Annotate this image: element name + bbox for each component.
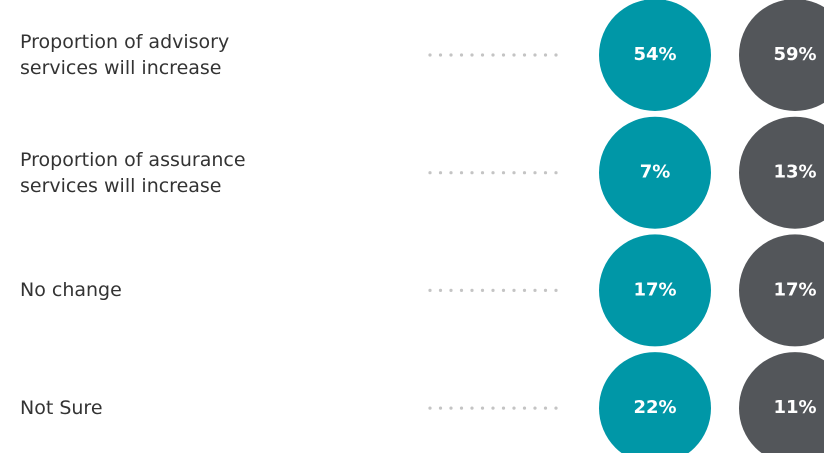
value-circle (739, 116, 824, 229)
leader-dot (491, 288, 495, 292)
leader-dot (543, 171, 548, 175)
leader-dot (501, 288, 506, 292)
leader-dot (438, 171, 443, 175)
value-circle (599, 0, 711, 111)
leader-dot (428, 288, 432, 292)
leader-dot (470, 53, 474, 57)
leader-dot (438, 53, 443, 57)
leader-dot (554, 171, 558, 175)
leader-dot (554, 406, 558, 410)
leader-dot (554, 288, 558, 292)
leader-dot (459, 171, 464, 175)
leader-dot (449, 171, 453, 175)
leader-dot (491, 171, 495, 175)
leader-dot (522, 171, 527, 175)
leader-dot (533, 171, 537, 175)
value-label: 17% (633, 279, 676, 300)
value-circle (599, 234, 711, 347)
leader-dot (459, 288, 464, 292)
leader-dot (470, 171, 474, 175)
leader-dot (438, 406, 443, 410)
leader-dot (512, 171, 516, 175)
value-circle (599, 116, 711, 229)
leader-dot (533, 406, 537, 410)
leader-dot (543, 53, 548, 57)
category-label: No change (20, 279, 122, 302)
leader-dot (428, 53, 432, 57)
leader-dot (501, 406, 506, 410)
leader-dot (480, 53, 485, 57)
leader-dot (543, 288, 548, 292)
leader-dot (449, 406, 453, 410)
leader-dot (512, 53, 516, 57)
value-label: 13% (773, 162, 816, 183)
value-circle (739, 234, 824, 347)
leader-dot (480, 171, 485, 175)
leader-dot (512, 406, 516, 410)
leader-dot (533, 288, 537, 292)
leader-dot (470, 406, 474, 410)
leader-dot (449, 53, 453, 57)
value-label: 22% (633, 397, 676, 418)
leader-dot (522, 406, 527, 410)
leader-dot (533, 53, 537, 57)
leader-dot (480, 288, 485, 292)
leader-dot (449, 288, 453, 292)
value-label: 7% (640, 162, 671, 183)
leader-dot (459, 406, 464, 410)
leader-dot (512, 288, 516, 292)
leader-dot (470, 288, 474, 292)
leader-dot (501, 171, 506, 175)
value-label: 59% (773, 44, 816, 65)
value-label: 17% (773, 279, 816, 300)
leader-dot (480, 406, 485, 410)
value-circle (599, 352, 711, 453)
leader-dot (491, 53, 495, 57)
value-label: 54% (633, 44, 676, 65)
leader-dot (543, 406, 548, 410)
leader-dot (491, 406, 495, 410)
category-label: Proportion of advisory services will inc… (20, 31, 230, 79)
leader-dot (522, 53, 527, 57)
category-label: Proportion of assurance services will in… (20, 148, 246, 197)
leader-dot (522, 288, 527, 292)
leader-dot (501, 53, 506, 57)
leader-dot (459, 53, 464, 57)
value-label: 11% (773, 397, 816, 418)
value-circle (739, 0, 824, 111)
leader-dot (428, 406, 432, 410)
leader-dot (428, 171, 432, 175)
leader-dot (554, 53, 558, 57)
category-label: Not Sure (20, 397, 103, 420)
leader-dot (438, 288, 443, 292)
value-circle (739, 352, 824, 453)
